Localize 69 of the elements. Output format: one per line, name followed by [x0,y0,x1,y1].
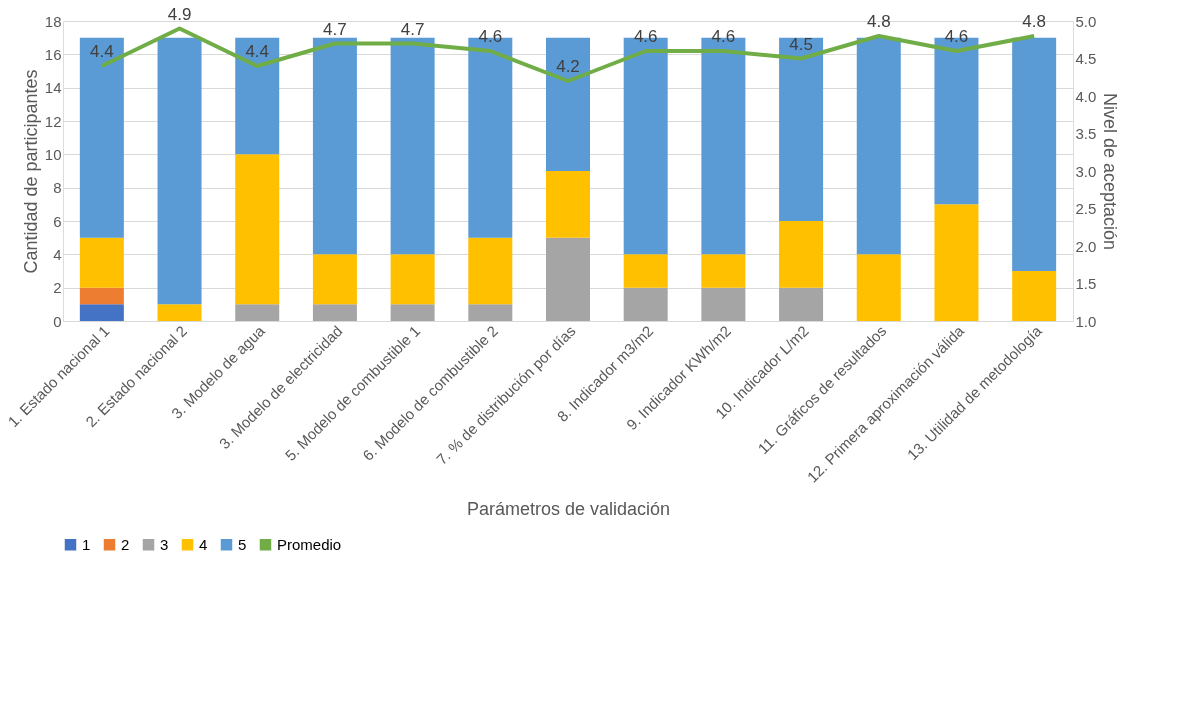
y-tick-label: 0 [53,312,62,330]
legend-label: 4 [199,535,208,553]
legend-label: 3 [160,535,169,553]
data-label: 4.4 [245,42,270,61]
y-tick-label: 6 [53,212,62,230]
bar [468,237,513,305]
bar [779,287,824,321]
bar [546,237,590,321]
data-label: 4.9 [167,4,192,24]
data-label: 4.8 [1022,12,1046,31]
y-tick-label: 4 [53,245,62,263]
data-label: 4.7 [323,19,347,39]
legend-label: 2 [121,535,130,553]
y2-axis-title: Nivel de aceptación [1100,92,1121,251]
bar [312,304,357,321]
y-tick-label: 18 [44,12,62,30]
y2-tick-label: 3.0 [1075,162,1097,180]
y2-tick-label: 1.5 [1075,275,1097,292]
y-tick-label: 8 [53,179,62,197]
bar [157,304,202,321]
y-tick-label: 16 [44,45,62,63]
y2-tick-label: 2.5 [1075,200,1097,217]
y2-tick-label: 5.0 [1075,12,1097,30]
bar [1012,271,1057,321]
bar [390,304,435,321]
bar [934,204,979,321]
bar [157,37,202,305]
bar [623,254,668,288]
data-label: 4.5 [789,34,813,54]
bar [856,254,901,321]
y-tick-label: 2 [53,279,62,297]
y2-tick-label: 2.0 [1075,237,1097,255]
bar [235,304,280,321]
data-label: 4.8 [866,12,891,31]
bar [235,37,280,155]
data-label: 4.2 [556,57,580,76]
bar [79,287,124,305]
bar [701,287,746,321]
y-tick-label: 10 [44,145,62,163]
bar [856,37,901,255]
y-tick-label: 12 [44,112,62,130]
bar [1012,37,1057,271]
data-label: 4.4 [90,42,114,61]
bar [390,37,435,255]
bar [468,304,513,321]
y2-tick-label: 4.5 [1075,50,1097,67]
bar [546,171,590,238]
bar [701,254,746,288]
y2-tick-label: 1.0 [1075,312,1097,330]
y2-tick-label: 4.0 [1075,87,1097,105]
legend-label: 1 [82,535,91,553]
bar [79,237,124,288]
bar [235,154,280,305]
x-axis-title: Parámetros de validación [466,498,671,519]
bar [779,221,824,288]
y2-tick-label: 3.5 [1075,125,1097,142]
bar [312,37,357,255]
bar [390,254,435,305]
data-label: 4.7 [400,19,425,39]
bar [79,37,124,238]
legend-label: 5 [238,535,247,553]
bar [779,37,824,221]
y-tick-label: 14 [44,79,62,97]
bar [79,304,124,321]
bar [312,254,357,305]
y-axis-title: Cantidad de participantes [20,69,41,274]
bar [623,287,668,321]
bar [546,37,590,171]
legend-label: Promedio [277,535,342,553]
